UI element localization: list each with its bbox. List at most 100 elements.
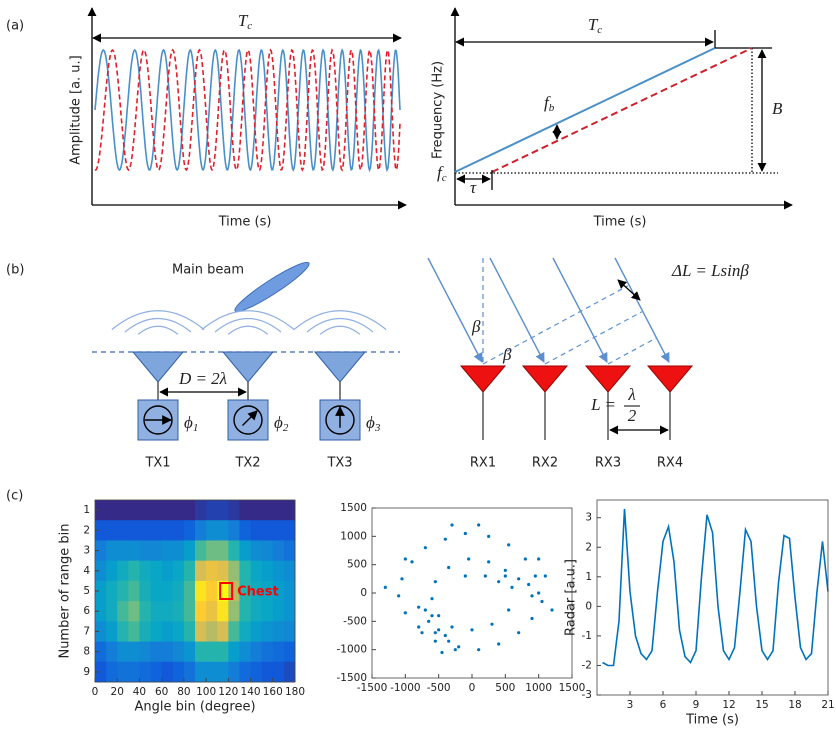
- heatmap-cell: [195, 520, 207, 541]
- heatmap-cell: [283, 500, 296, 521]
- heatmap-cell: [117, 540, 129, 562]
- heatmap-cell: [261, 661, 274, 683]
- heatmap-cell: [117, 500, 129, 521]
- start-frequency-label: fc: [437, 163, 447, 184]
- heatmap-cell: [150, 661, 163, 683]
- heatmap-cell: [150, 601, 163, 622]
- heatmap-cell: [95, 560, 107, 582]
- heatmap-cell: [183, 641, 196, 663]
- y-axis-label: Radar [a.u.]: [564, 559, 579, 636]
- heatmap-cell: [195, 500, 207, 521]
- heatmap-cell: [117, 641, 129, 663]
- heatmap-cell: [228, 580, 240, 602]
- y-tick-label: 8: [83, 646, 90, 658]
- phase-symbol: ϕ: [184, 413, 193, 432]
- heatmap-cell: [195, 641, 207, 663]
- heatmap-cell: [128, 601, 140, 622]
- heatmap-cell: [106, 560, 118, 582]
- path-difference-arrow: [617, 279, 641, 301]
- antenna: [221, 351, 275, 383]
- heatmap-cell: [239, 661, 251, 683]
- heatmap-cell: [228, 601, 240, 622]
- heatmap-cell: [283, 540, 296, 562]
- time-signal-axes: [87, 7, 407, 210]
- bandwidth-label: B: [772, 99, 783, 118]
- rx-label: RX3: [595, 456, 621, 471]
- phase-subscript: 2: [283, 422, 289, 434]
- heatmap-cell: [228, 520, 240, 541]
- x-tick-label: 140: [241, 686, 261, 698]
- phase-label: ϕ2: [274, 413, 289, 434]
- heatmap-cell: [117, 621, 129, 642]
- phase-arrow: [241, 410, 258, 427]
- scatter-point: [403, 611, 407, 615]
- period-label: Tc: [588, 15, 602, 36]
- x-tick-label: 160: [263, 686, 283, 698]
- heatmap-cell: [206, 580, 218, 602]
- scatter-point: [423, 608, 427, 612]
- heatmap-cell: [172, 560, 185, 582]
- beat-label: fb: [544, 93, 555, 114]
- heatmap-cell: [161, 500, 174, 521]
- heatmap-cell: [228, 641, 240, 663]
- spacing-label: L =: [590, 395, 616, 414]
- scatter-point: [430, 614, 434, 618]
- scatter-point: [403, 557, 407, 561]
- scatter-point: [527, 582, 531, 587]
- heatmap-cell: [95, 661, 107, 683]
- y-tick-label: -2: [582, 659, 592, 671]
- heatmap-cell: [161, 560, 174, 582]
- delay-label: τ: [470, 178, 477, 197]
- x-tick-label: 6: [660, 699, 667, 711]
- antenna: [459, 365, 507, 393]
- heatmap-cell: [239, 580, 251, 602]
- heatmap-cell: [250, 580, 263, 602]
- heatmap-cell: [195, 601, 207, 622]
- y-tick-label: 9: [83, 666, 90, 678]
- heatmap-cell: [206, 641, 218, 663]
- heatmap-cell: [161, 641, 174, 663]
- scatter-point: [543, 574, 547, 578]
- heatmap-cell: [172, 661, 185, 683]
- scatter-point: [483, 574, 487, 578]
- x-tick-label: 1000: [525, 682, 552, 694]
- heatmap-cell: [195, 621, 207, 642]
- heatmap-cell: [206, 601, 218, 622]
- heatmap-cell: [106, 601, 118, 622]
- wavefront: [607, 337, 657, 365]
- heatmap-cell: [117, 520, 129, 541]
- wavefront: [544, 311, 643, 365]
- heatmap-cell: [139, 641, 151, 663]
- heatmap-cell: [183, 580, 196, 602]
- x-tick-label: -500: [427, 682, 451, 694]
- spacing-numerator: λ: [627, 385, 635, 404]
- heatmap-cell: [272, 540, 285, 562]
- heatmap-cell: [106, 580, 118, 602]
- heatmap-cell: [128, 560, 140, 582]
- x-tick-label: 60: [155, 686, 168, 698]
- y-tick-label: 3: [585, 512, 592, 524]
- heatmap-cell: [172, 641, 185, 663]
- x-tick-label: -1000: [390, 682, 421, 694]
- heatmap-cell: [261, 520, 274, 541]
- y-tick-label: 2: [585, 541, 592, 553]
- y-tick-label: 1500: [340, 502, 367, 514]
- phase-symbol: ϕ: [274, 413, 283, 432]
- scatter-point: [523, 557, 527, 561]
- y-tick-label: -500: [343, 615, 367, 627]
- angle-label: β: [502, 345, 512, 364]
- tx-label: TX1: [144, 456, 170, 471]
- x-tick-label: 3: [627, 699, 634, 711]
- scatter-point: [507, 608, 511, 612]
- data-line: [602, 508, 829, 667]
- scatter-point: [443, 633, 447, 638]
- scatter-point: [487, 534, 491, 538]
- heatmap-cell: [183, 500, 196, 521]
- heatmap-cell: [106, 540, 118, 562]
- scatter-point: [397, 594, 401, 598]
- scatter-point: [430, 597, 434, 601]
- heatmap-cell: [283, 621, 296, 642]
- y-tick-label: 0: [360, 587, 367, 599]
- scatter-point: [437, 614, 441, 618]
- scatter-point: [537, 591, 541, 595]
